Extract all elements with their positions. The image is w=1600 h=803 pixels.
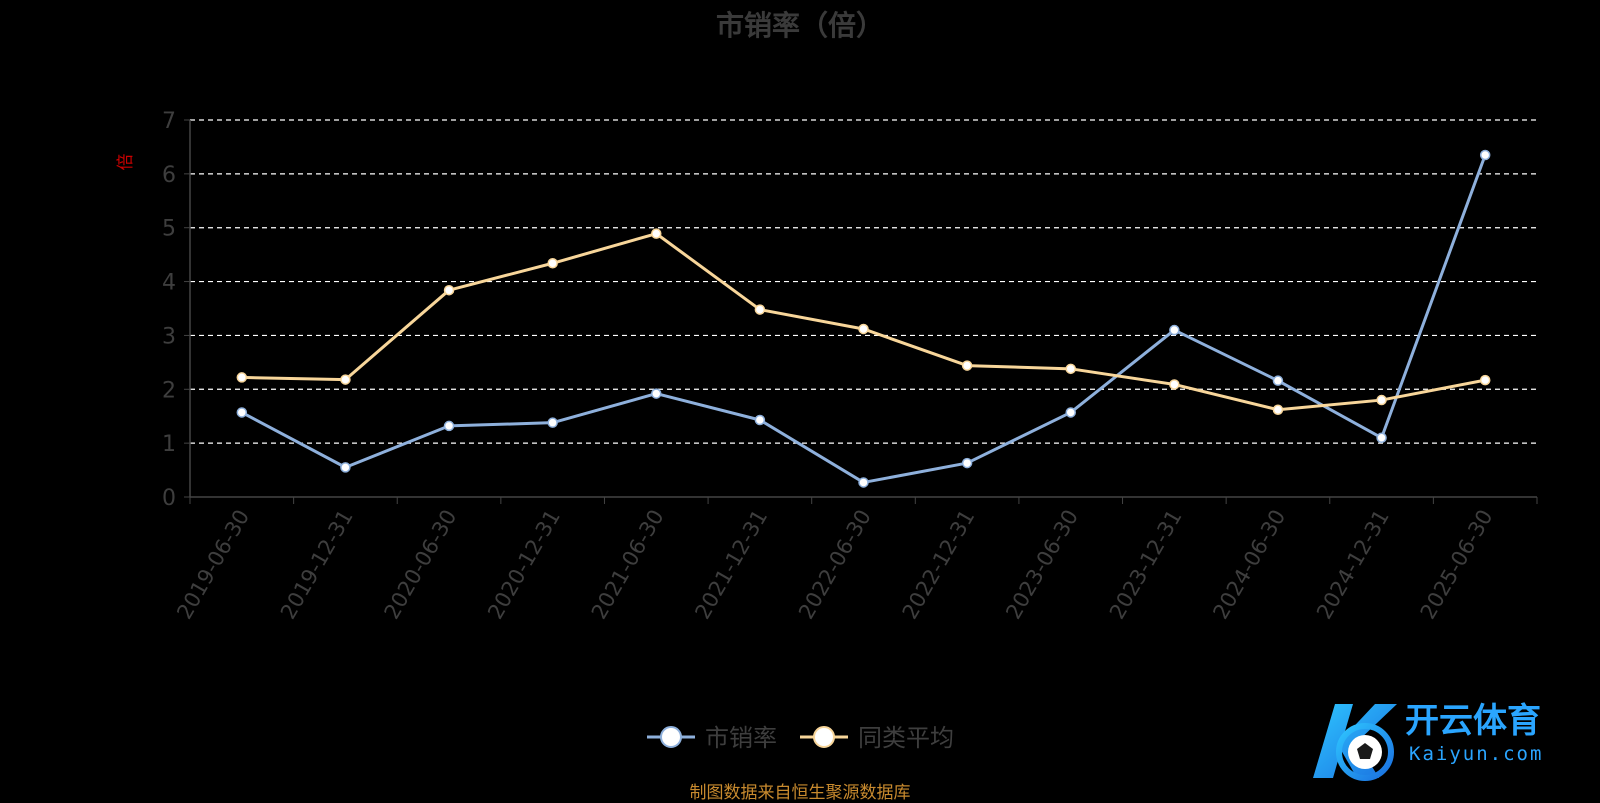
legend-marker bbox=[660, 726, 682, 748]
y-tick-label: 4 bbox=[162, 271, 176, 296]
x-tick-label: 2025-06-30 bbox=[1416, 506, 1498, 624]
data-point bbox=[236, 407, 248, 418]
y-tick-label: 0 bbox=[162, 486, 176, 511]
y-tick-label: 1 bbox=[162, 432, 176, 457]
data-point bbox=[1272, 404, 1284, 416]
x-tick-label: 2021-06-30 bbox=[587, 506, 669, 624]
data-point bbox=[236, 372, 248, 383]
y-tick-label: 7 bbox=[162, 109, 176, 134]
y-tick-label: 2 bbox=[162, 378, 176, 403]
logo-brand-en: Kaiyun.com bbox=[1409, 743, 1543, 765]
data-point bbox=[961, 360, 973, 371]
series-line-2 bbox=[241, 232, 1486, 412]
y-tick-label: 3 bbox=[162, 324, 176, 349]
data-point bbox=[651, 228, 662, 239]
x-tick-label: 2023-12-31 bbox=[1105, 506, 1187, 624]
x-tick-label: 2024-12-31 bbox=[1312, 506, 1394, 624]
x-tick-label: 2024-06-30 bbox=[1208, 506, 1290, 624]
data-point bbox=[1065, 363, 1076, 375]
data-point bbox=[340, 374, 351, 385]
data-point bbox=[547, 258, 558, 269]
y-tick-label: 6 bbox=[162, 163, 176, 188]
data-point bbox=[651, 388, 662, 399]
data-point bbox=[1065, 407, 1076, 418]
x-tick-label: 2019-12-31 bbox=[276, 506, 358, 624]
data-point bbox=[754, 304, 766, 315]
x-tick-label: 2020-06-30 bbox=[380, 506, 462, 624]
kaiyun-logo: 开云体育 Kaiyun.com bbox=[1313, 701, 1543, 781]
data-point bbox=[858, 323, 869, 335]
data-point bbox=[1479, 149, 1491, 161]
x-tick-label: 2023-06-30 bbox=[1001, 506, 1083, 624]
logo-brand-cn: 开云体育 bbox=[1405, 701, 1541, 741]
y-tick-label: 5 bbox=[162, 217, 176, 242]
data-point bbox=[858, 477, 869, 488]
y-axis-label: 倍 bbox=[116, 154, 136, 171]
data-point bbox=[340, 462, 351, 473]
data-point bbox=[443, 284, 455, 296]
legend-marker bbox=[813, 726, 835, 748]
x-tick-label: 2022-06-30 bbox=[794, 506, 876, 624]
data-point bbox=[1479, 374, 1491, 386]
x-tick-label: 2020-12-31 bbox=[483, 506, 565, 624]
legend-label: 同类平均 bbox=[858, 724, 954, 752]
data-point bbox=[754, 414, 766, 426]
legend-label: 市销率 bbox=[705, 724, 777, 752]
data-point bbox=[961, 457, 973, 469]
data-point bbox=[443, 420, 455, 432]
x-tick-label: 2022-12-31 bbox=[898, 506, 980, 624]
x-tick-label: 2019-06-30 bbox=[172, 506, 254, 624]
x-tick-label: 2021-12-31 bbox=[690, 506, 772, 624]
chart-title: 市销率（倍） bbox=[715, 9, 884, 42]
data-point bbox=[1376, 432, 1387, 444]
data-point bbox=[1169, 379, 1180, 390]
source-note: 制图数据来自恒生聚源数据库 bbox=[689, 783, 911, 803]
data-point bbox=[1272, 375, 1284, 386]
data-point bbox=[1169, 324, 1180, 336]
data-point bbox=[1376, 394, 1387, 406]
series-line-1 bbox=[241, 154, 1487, 484]
data-point bbox=[547, 417, 558, 428]
